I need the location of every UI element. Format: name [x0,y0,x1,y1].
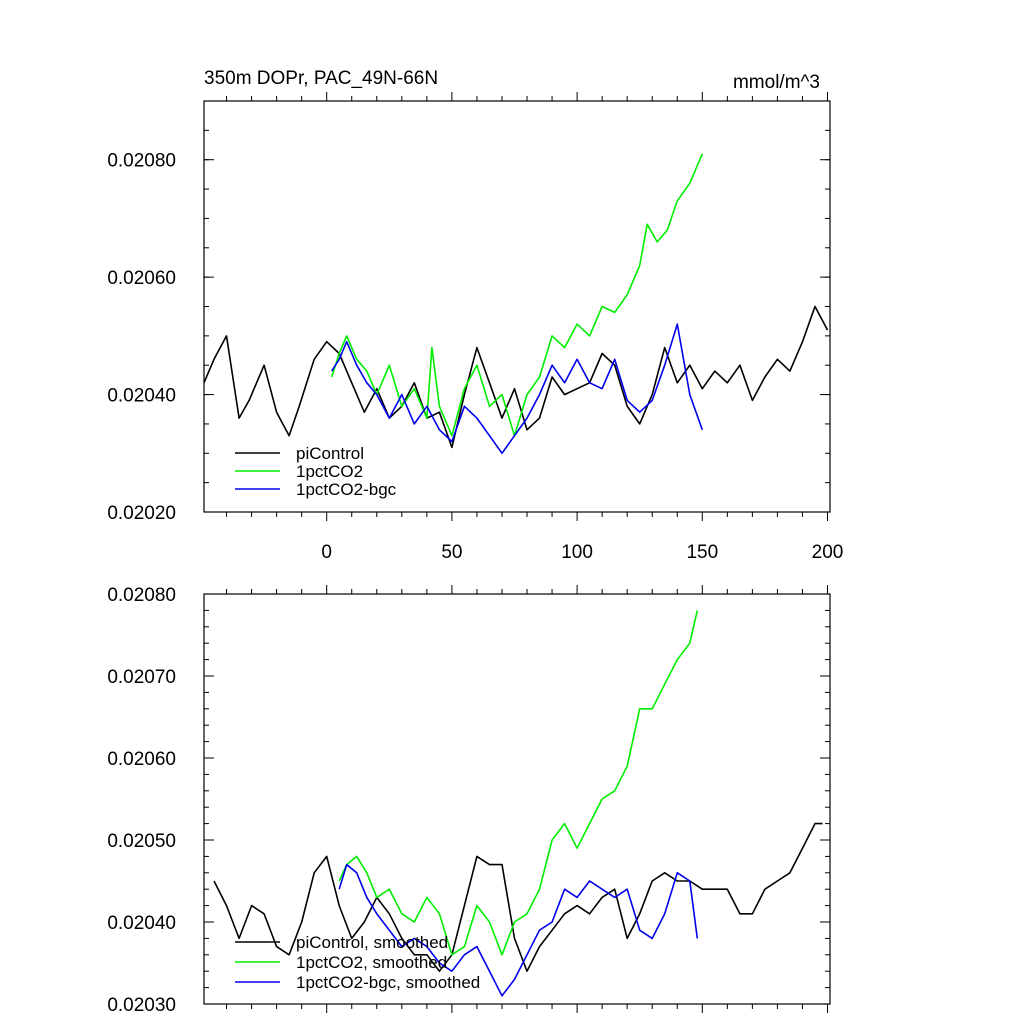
series-line-1pctco2-bgc-smoothed [338,863,699,997]
series-line-1pctco2-bgc [331,323,704,455]
y-tick-label: 0.02050 [107,831,176,852]
x-tick-label: 100 [561,542,593,563]
y-tick-label: 0.02040 [107,386,176,407]
legend-label: 1pctCO2 [296,462,363,481]
units-label: mmol/m^3 [733,72,820,93]
top-panel: 350m DOPr, PAC_49N-66N mmol/m^3 0 50 100 15… [107,68,843,563]
plot-frame-smoothed [203,593,831,1005]
x-tick-label: 150 [686,542,718,563]
chart-title: 350m DOPr, PAC_49N-66N [204,68,438,89]
x-tick-label: 50 [441,542,462,563]
series-line-picontrol-smoothed [213,822,823,973]
x-tick-label: 200 [812,542,844,563]
y-tick-label: 0.02060 [107,749,176,770]
legend-label: piControl, smoothed [296,933,448,952]
series-line-picontrol [203,305,829,449]
legend-label: 1pctCO2, smoothed [296,953,447,972]
y-tick-label: 0.02080 [107,585,176,606]
legend-label: 1pctCO2-bgc [296,480,397,499]
x-tick-label: 0 [321,542,332,563]
y-tick-label: 0.02070 [107,667,176,688]
series-line-1pctco2-smoothed [338,610,699,956]
legend-label: piControl [296,444,364,463]
legend-label: 1pctCO2-bgc, smoothed [296,973,480,992]
y-tick-label: 0.02020 [107,503,176,524]
bottom-panel: 0.02030 0.02040 0.02050 0.02060 0.02070 0.020… [107,585,831,1016]
series-line-1pctco2 [330,153,704,437]
y-tick-label: 0.02040 [107,913,176,934]
y-tick-label: 0.02060 [107,268,176,289]
y-tick-label: 0.02030 [107,995,176,1016]
y-tick-label: 0.02080 [107,151,176,172]
